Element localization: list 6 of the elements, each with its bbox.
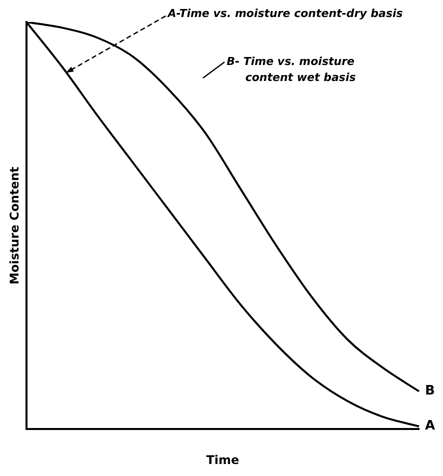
x-axis-title: Time <box>206 452 240 467</box>
text: A-Time vs. moisture content-dry basis <box>166 6 404 20</box>
annotation: B- Time vs. moisture content wet basis <box>226 54 356 84</box>
series-label: B <box>425 384 435 399</box>
series-label: A <box>425 418 436 434</box>
y-axis-title: Moisture Content <box>7 166 22 284</box>
